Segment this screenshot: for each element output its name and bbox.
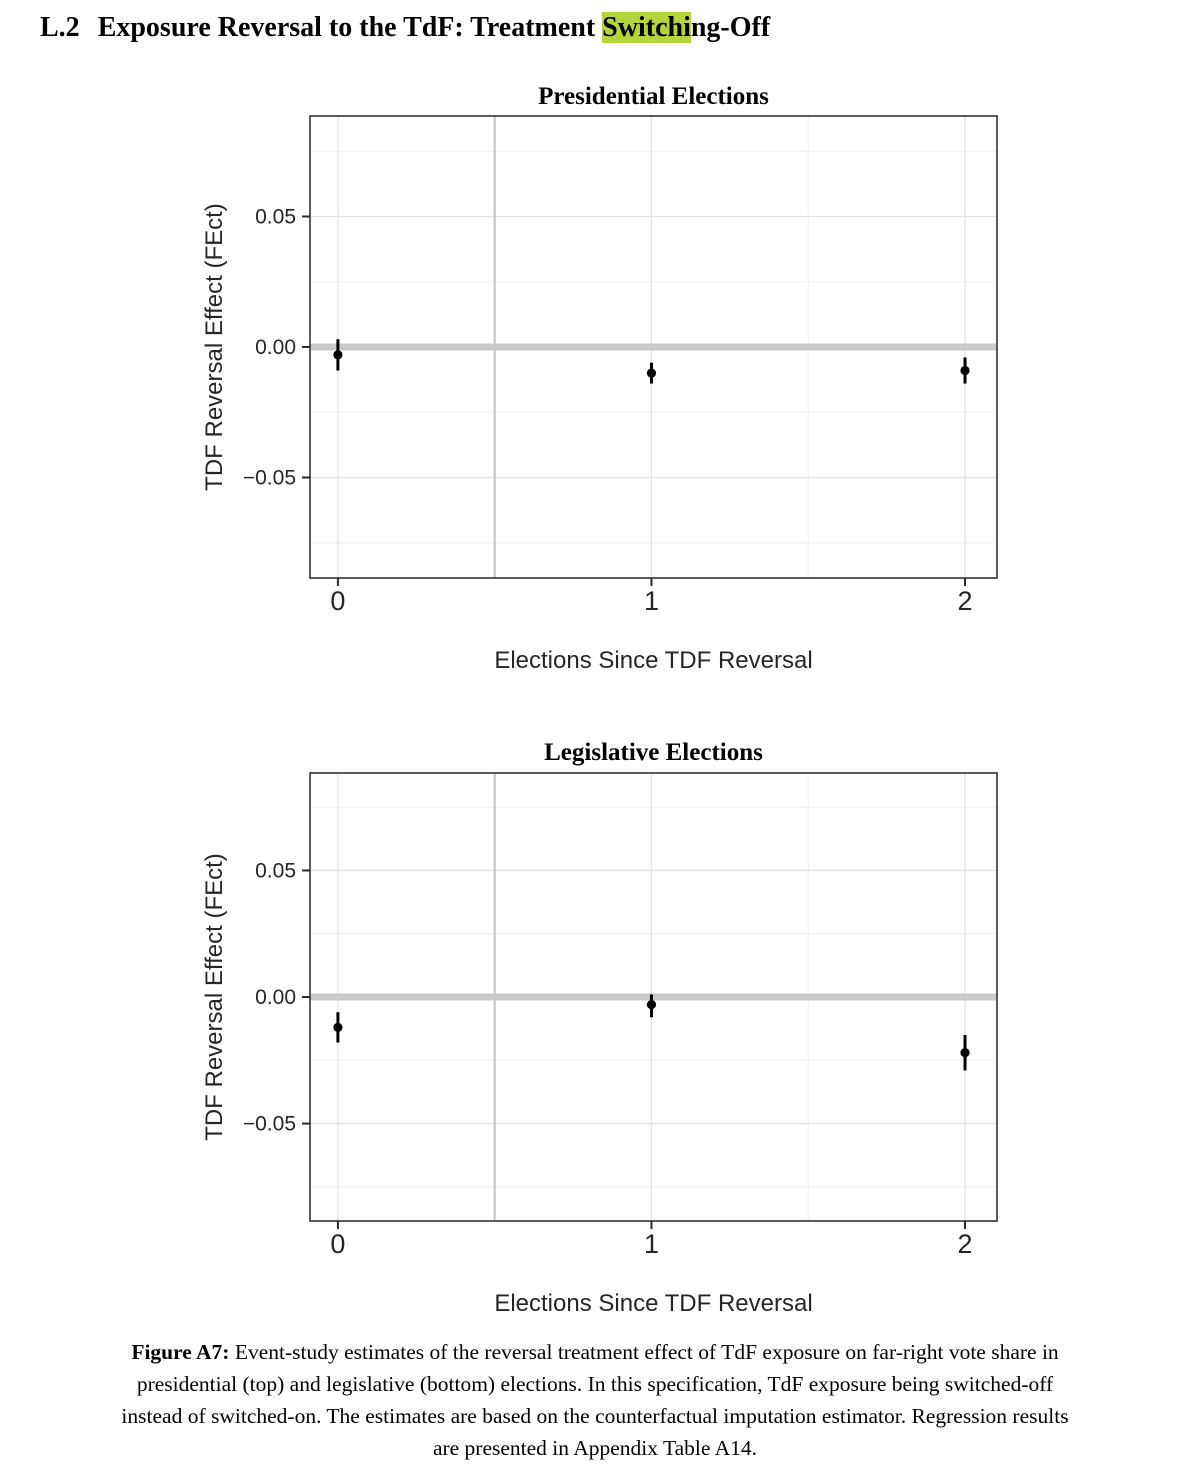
x-tick-label: 1 [644, 586, 659, 616]
presidential-elections-chart: 0 1 2 0.05 0.00 −0.05 Presidential Elections El… [201, 83, 998, 674]
data-point [960, 365, 970, 376]
section-heading: L.2 Exposure Reversal to the TdF: Treatme… [40, 12, 770, 44]
search-highlighted-text: Switchi [602, 12, 691, 43]
caption-line: Figure A7: Event-study estimates of the … [131, 1340, 1059, 1364]
data-point [333, 1022, 343, 1032]
caption-line: are presented in Appendix Table A14. [432, 1436, 758, 1460]
estimate-points [333, 350, 970, 378]
section-number: L.2 [40, 12, 80, 43]
x-tick-label: 2 [958, 1229, 973, 1259]
y-axis-title: TDF Reversal Effect (FEct) [201, 203, 228, 491]
y-tick-label: 0.00 [255, 986, 296, 1009]
heading-text-before-highlight: Exposure Reversal to the TdF: Treatment [97, 12, 603, 43]
data-point [646, 368, 657, 378]
x-tick-label: 0 [330, 586, 345, 616]
data-point [960, 1048, 970, 1058]
y-tick-label: −0.05 [243, 467, 296, 490]
x-axis-title: Elections Since TDF Reversal [494, 647, 812, 674]
chart-title: Presidential Elections [538, 83, 769, 110]
axis-ticks [302, 869, 967, 1229]
x-axis-title: Elections Since TDF Reversal [494, 1290, 812, 1317]
y-axis-title: TDF Reversal Effect (FEct) [201, 853, 228, 1141]
axis-ticks [302, 215, 967, 586]
y-tick-label: 0.05 [255, 205, 296, 228]
legislative-elections-chart: 0 1 2 0.05 0.00 −0.05 Legislative Elections Ele… [201, 739, 998, 1317]
y-tick-label: 0.05 [255, 859, 296, 882]
data-point [646, 999, 657, 1010]
caption-line: instead of switched-on. The estimates ar… [121, 1404, 1069, 1428]
figure-label: Figure A7: [131, 1340, 230, 1364]
x-tick-label: 0 [330, 1229, 345, 1259]
figure-caption: Figure A7: Event-study estimates of the … [30, 1336, 1160, 1464]
estimate-points [333, 999, 970, 1058]
chart-title: Legislative Elections [544, 739, 763, 766]
data-point [333, 350, 343, 360]
heading-text-after-highlight: ng-Off [690, 12, 771, 43]
x-tick-label: 2 [958, 586, 973, 616]
y-tick-label: 0.00 [255, 336, 296, 359]
x-tick-label: 1 [644, 1229, 659, 1259]
y-tick-label: −0.05 [243, 1113, 296, 1136]
caption-line: presidential (top) and legislative (bott… [136, 1372, 1054, 1396]
